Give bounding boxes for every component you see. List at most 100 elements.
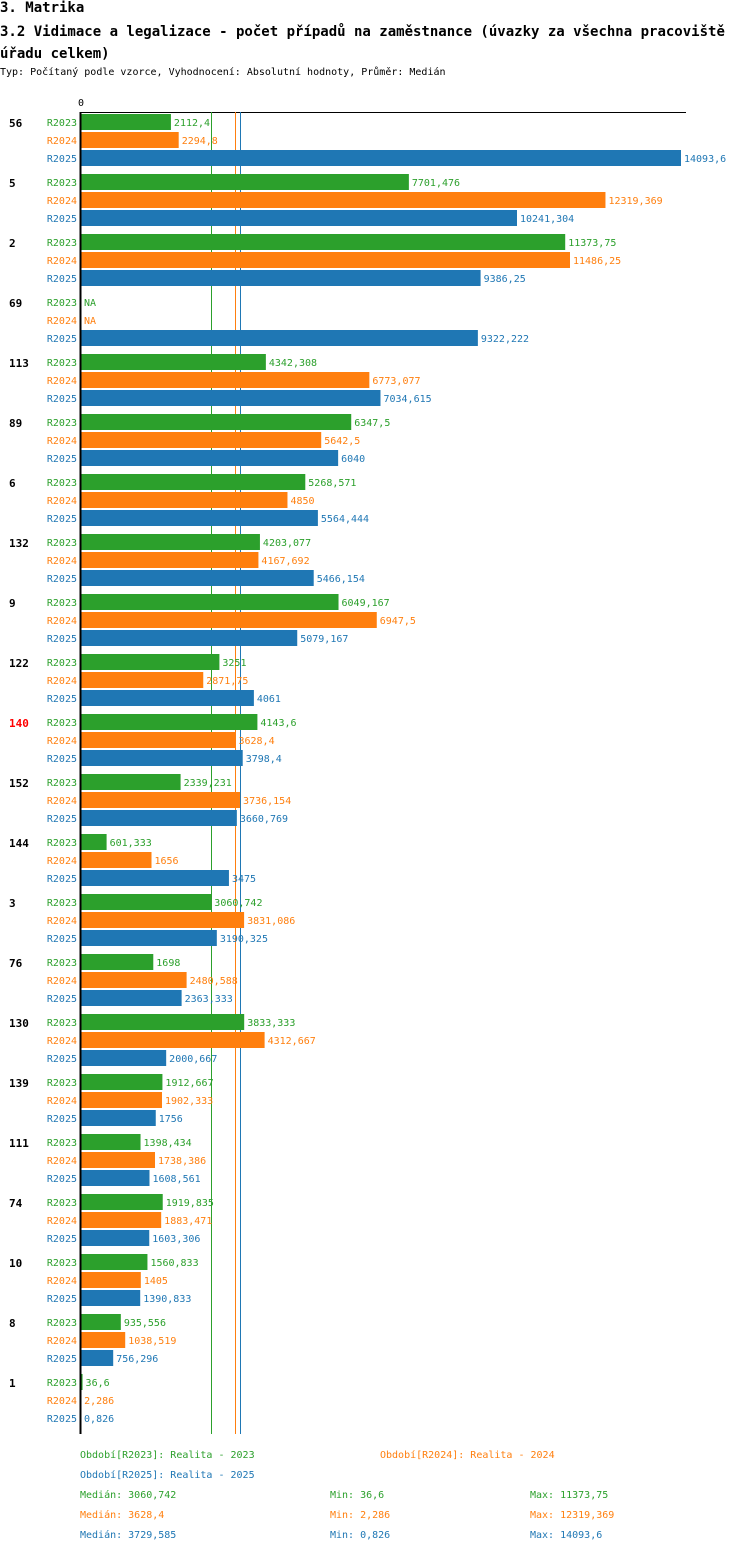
data-label: 14093,6 bbox=[684, 154, 726, 165]
bar-r2024 bbox=[81, 1212, 162, 1228]
bar-r2024 bbox=[81, 672, 204, 688]
data-label: 3251 bbox=[222, 658, 246, 669]
bar-r2023 bbox=[81, 774, 181, 790]
data-label: 1398,434 bbox=[144, 1138, 192, 1149]
bar-r2025 bbox=[81, 330, 478, 346]
series-label: R2023 bbox=[47, 418, 77, 429]
bar-r2024 bbox=[81, 912, 245, 928]
data-label: 6947,5 bbox=[380, 616, 416, 627]
data-label: 4312,667 bbox=[268, 1036, 316, 1047]
bar-r2025 bbox=[81, 510, 318, 526]
series-label: R2025 bbox=[47, 694, 77, 705]
data-label: 2112,4 bbox=[174, 118, 210, 129]
bar-r2023 bbox=[81, 834, 107, 850]
bar-r2024 bbox=[81, 132, 179, 148]
data-label: 756,296 bbox=[116, 1354, 158, 1365]
bar-r2024 bbox=[81, 1032, 265, 1048]
bar-r2025 bbox=[81, 1050, 167, 1066]
category-label: 152 bbox=[9, 777, 29, 790]
bar-r2024 bbox=[81, 372, 370, 388]
category-label: 113 bbox=[9, 357, 29, 370]
series-label: R2024 bbox=[47, 1276, 77, 1287]
series-label: R2025 bbox=[47, 1414, 77, 1425]
data-label: 1656 bbox=[155, 856, 179, 867]
data-label: 2294,8 bbox=[182, 136, 218, 147]
series-label: R2025 bbox=[47, 154, 77, 165]
category-label: 56 bbox=[9, 117, 23, 130]
series-label: R2025 bbox=[47, 1294, 77, 1305]
series-label: R2024 bbox=[47, 256, 77, 267]
series-label: R2025 bbox=[47, 514, 77, 525]
bar-r2025 bbox=[81, 210, 517, 226]
data-label: 3833,333 bbox=[247, 1018, 295, 1029]
stat-max-r2025: Max: 14093,6 bbox=[530, 1530, 603, 1541]
series-label: R2025 bbox=[47, 274, 77, 285]
bar-r2025 bbox=[81, 750, 243, 766]
data-label: 5564,444 bbox=[321, 514, 369, 525]
series-label: R2025 bbox=[47, 1054, 77, 1065]
series-label: R2023 bbox=[47, 1258, 77, 1269]
category-label: 2 bbox=[9, 237, 16, 250]
data-label: 1608,561 bbox=[152, 1174, 200, 1185]
data-label: 1560,833 bbox=[150, 1258, 198, 1269]
data-label: 36,6 bbox=[86, 1378, 110, 1389]
series-label: R2025 bbox=[47, 1234, 77, 1245]
series-label: R2025 bbox=[47, 874, 77, 885]
bar-r2023 bbox=[81, 174, 409, 190]
series-label: R2023 bbox=[47, 958, 77, 969]
stat-min-r2024: Min: 2,286 bbox=[330, 1510, 391, 1521]
bar-r2025 bbox=[81, 150, 681, 166]
series-label: R2025 bbox=[47, 934, 77, 945]
category-label: 144 bbox=[9, 837, 29, 850]
data-label: 1902,333 bbox=[165, 1096, 213, 1107]
series-label: R2023 bbox=[47, 178, 77, 189]
category-label: 10 bbox=[9, 1257, 22, 1270]
series-label: R2024 bbox=[47, 316, 77, 327]
category-label: 111 bbox=[9, 1137, 29, 1150]
series-label: R2023 bbox=[47, 1138, 77, 1149]
bar-r2023 bbox=[81, 954, 154, 970]
bar-r2024 bbox=[81, 1332, 126, 1348]
bar-r2023 bbox=[81, 714, 258, 730]
series-label: R2023 bbox=[47, 118, 77, 129]
bar-r2024 bbox=[81, 432, 322, 448]
series-label: R2023 bbox=[47, 1318, 77, 1329]
bar-r2025 bbox=[81, 570, 314, 586]
data-label: 9386,25 bbox=[484, 274, 526, 285]
series-label: R2023 bbox=[47, 598, 77, 609]
bar-r2023 bbox=[81, 354, 266, 370]
stat-median-r2024: Medián: 3628,4 bbox=[80, 1510, 165, 1521]
series-label: R2024 bbox=[47, 556, 77, 567]
data-label: 9322,222 bbox=[481, 334, 529, 345]
data-label: 2363,333 bbox=[185, 994, 233, 1005]
series-label: R2024 bbox=[47, 496, 77, 507]
series-label: R2024 bbox=[47, 1336, 77, 1347]
series-label: R2024 bbox=[47, 1216, 77, 1227]
series-label: R2025 bbox=[47, 394, 77, 405]
series-label: R2023 bbox=[47, 538, 77, 549]
data-label: 2,286 bbox=[84, 1396, 114, 1407]
series-label: R2023 bbox=[47, 478, 77, 489]
bar-r2024 bbox=[81, 852, 152, 868]
series-label: R2024 bbox=[47, 1036, 77, 1047]
category-label: 122 bbox=[9, 657, 29, 670]
bar-r2023 bbox=[81, 594, 339, 610]
stat-min-r2025: Min: 0,826 bbox=[330, 1530, 391, 1541]
data-label: 6040 bbox=[341, 454, 365, 465]
bar-r2023 bbox=[81, 534, 260, 550]
bar-r2025 bbox=[81, 1110, 156, 1126]
series-label: R2023 bbox=[47, 838, 77, 849]
bar-r2025 bbox=[81, 450, 339, 466]
bar-r2023 bbox=[81, 1314, 121, 1330]
series-label: R2025 bbox=[47, 214, 77, 225]
data-label: 3660,769 bbox=[240, 814, 288, 825]
category-label: 139 bbox=[9, 1077, 29, 1090]
bar-r2024 bbox=[81, 1272, 141, 1288]
data-label: 1883,471 bbox=[164, 1216, 212, 1227]
series-label: R2023 bbox=[47, 718, 77, 729]
bar-r2025 bbox=[81, 810, 237, 826]
bar-r2024 bbox=[81, 792, 241, 808]
data-label: 0,826 bbox=[84, 1414, 114, 1425]
data-label: 3736,154 bbox=[243, 796, 291, 807]
data-label: 4850 bbox=[290, 496, 314, 507]
